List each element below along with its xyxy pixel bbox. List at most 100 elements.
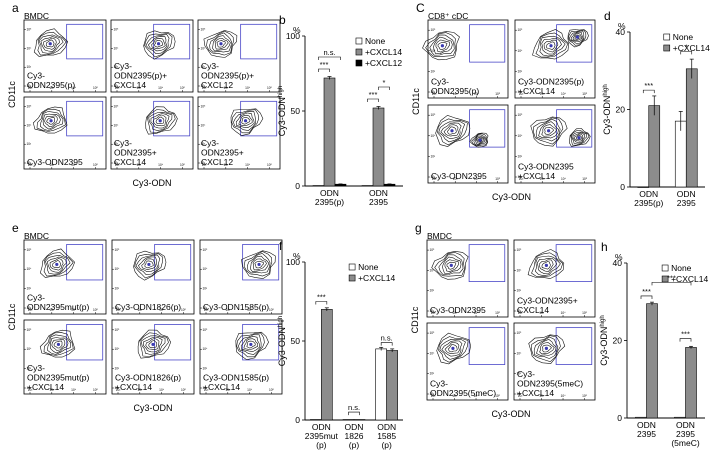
y-tick-label: 10⁵ <box>518 113 524 117</box>
contour-line <box>527 249 565 279</box>
category-label: ODN 1585 (p) <box>377 422 396 450</box>
x-tick-label: 10⁴ <box>247 388 253 392</box>
bar <box>342 419 355 421</box>
gate-box <box>242 244 280 281</box>
bar <box>635 416 647 419</box>
contour-line <box>38 34 64 54</box>
condition-label: Cy3-ODN2395 <box>430 305 486 315</box>
contour-line <box>230 108 264 136</box>
y-tick-label: 10³ <box>518 69 523 73</box>
flow-plot: 10² 10³ 10⁴ 10⁵10²10³10⁴10⁵Cy3-ODN2395(5meC… <box>426 322 509 401</box>
panel-letter: h <box>601 240 608 254</box>
y-tick-label: 10⁴ <box>518 134 524 138</box>
x-tick-label: 10⁴ <box>159 308 165 312</box>
x-tick-label: 10⁵ <box>93 86 99 90</box>
plot-frame <box>23 96 107 170</box>
contour-line <box>442 256 462 274</box>
contour-line <box>536 339 557 356</box>
contour-line <box>575 134 582 141</box>
cell-type-label: BMDC <box>24 231 49 241</box>
gate-box <box>556 24 593 63</box>
y-axis-label-sup: high <box>278 86 284 97</box>
label-line: +CXCL14 <box>203 382 240 392</box>
panel-a: a BMDC CD11c Cy3-ODN 10² 10³ 10⁴ 10⁵ 10² 10³ 10⁴ 10… <box>7 1 281 188</box>
x-tick-label: 10² <box>519 177 524 181</box>
significance-bracket <box>348 411 360 416</box>
condition-label: Cy3-ODN2395+CXCL14 <box>517 296 578 316</box>
contour-line <box>544 126 555 135</box>
category-label: ODN 2395mut (p) <box>305 422 339 450</box>
y-tick-label: 10³ <box>431 69 436 73</box>
label-line: (5meC) <box>671 438 700 448</box>
y-tick-label: 10⁴ <box>431 134 437 138</box>
contour-center <box>451 346 455 351</box>
panel-letter: e <box>12 221 19 235</box>
legend-label: +CXCL14 <box>358 273 395 283</box>
significance-bracket <box>318 68 330 72</box>
x-tick-label: 10³ <box>453 177 458 181</box>
bar <box>637 186 650 188</box>
contour-line <box>538 121 559 139</box>
x-tick-label: 10⁴ <box>561 311 567 315</box>
panel-letter: d <box>604 9 611 23</box>
label-line: CXCL14 <box>517 305 549 315</box>
x-tick-label: 10² <box>28 163 33 167</box>
plot-frame <box>23 319 107 395</box>
legend-swatch <box>355 48 363 56</box>
contour-line <box>438 121 466 143</box>
y-axis-label: Cy3-ODNhigh <box>602 84 612 134</box>
bar <box>312 185 325 187</box>
label-line: ODN2395(p)+ <box>201 71 254 81</box>
x-axis-label: Cy3-ODN <box>133 403 172 413</box>
contour-line <box>532 29 570 60</box>
plot-frame <box>197 19 281 93</box>
significance-label: *** <box>667 273 676 282</box>
contour-line <box>469 132 489 148</box>
plot-frame <box>111 239 195 315</box>
label-line: Cy3- <box>114 61 132 71</box>
x-tick-label: 10³ <box>539 394 544 398</box>
contour-line <box>568 29 587 46</box>
contour-line <box>145 106 178 135</box>
contour-center <box>544 346 549 351</box>
y-axis-label: CD11c <box>410 306 420 333</box>
plot-frame <box>427 19 509 99</box>
y-axis-label-sup: high <box>603 84 609 95</box>
x-axis-label: Cy3-ODN <box>492 192 531 202</box>
x-tick-label: 10³ <box>137 86 142 90</box>
contour-line <box>240 335 261 352</box>
contour-line <box>134 253 164 279</box>
y-tick-label: 10² <box>201 84 206 88</box>
contour-line <box>47 334 72 355</box>
contour-line <box>148 111 173 131</box>
contour-line <box>431 250 469 280</box>
y-tick-label: 10² <box>517 392 522 396</box>
contour-center <box>151 342 155 347</box>
contour-center <box>243 119 248 123</box>
y-axis-label: CD11c <box>411 88 421 115</box>
contour-line <box>444 259 459 273</box>
condition-label: Cy3-ODN2395(5meC) +CXCL14 <box>517 369 583 398</box>
label-line: ODN <box>637 420 656 430</box>
x-tick-label: 10⁵ <box>495 177 501 181</box>
label-line: ODN2395(p) <box>27 80 75 90</box>
contour-line <box>144 260 154 269</box>
contour-line <box>235 112 255 129</box>
y-tick-label: 10⁵ <box>430 331 436 335</box>
x-tick-label: 10⁴ <box>474 92 480 96</box>
x-tick-label: 10² <box>519 92 524 96</box>
contour-line <box>539 35 566 57</box>
condition-label: Cy3-ODN2395 <box>431 171 487 181</box>
contour-line <box>44 254 71 275</box>
contour-center <box>549 44 553 48</box>
x-tick-label: 10⁴ <box>245 86 251 90</box>
x-tick-label: 10³ <box>452 311 457 315</box>
significance-label: n.s. <box>348 403 360 412</box>
contour-line <box>148 340 158 348</box>
y-tick-label: 10² <box>430 309 435 313</box>
significance-label: *** <box>317 293 326 302</box>
x-tick-label: 10⁴ <box>71 163 77 167</box>
